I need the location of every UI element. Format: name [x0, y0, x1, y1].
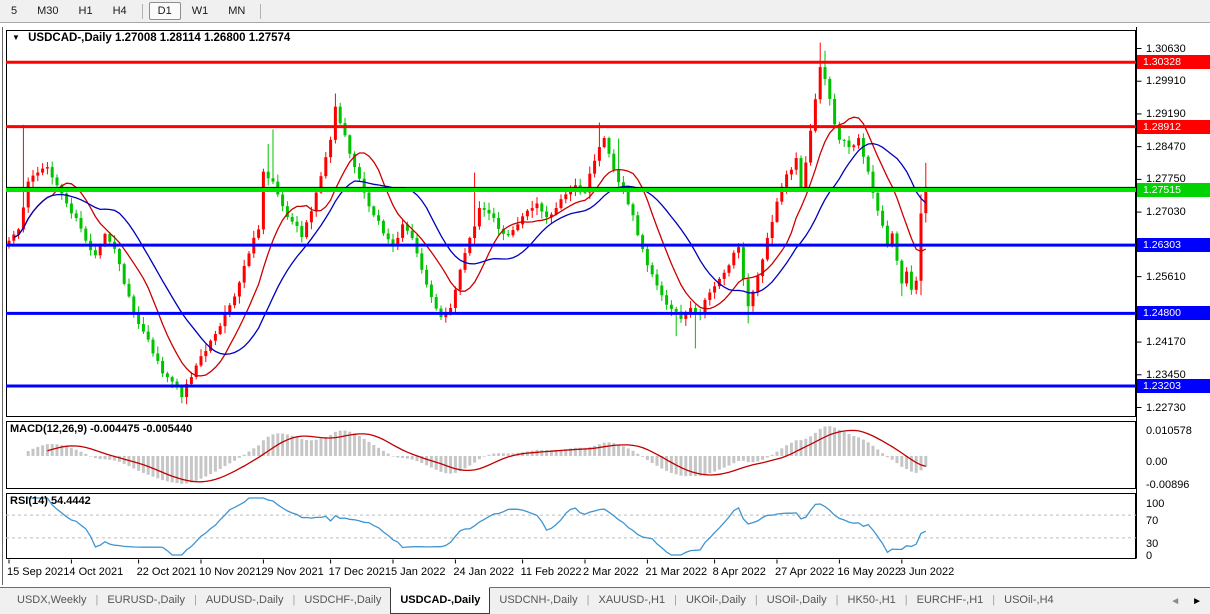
timeframe-button-MN[interactable]: MN: [228, 5, 246, 17]
tab-usdchf-daily[interactable]: USDCHF-,Daily: [304, 594, 382, 606]
timeframe-button-D1[interactable]: D1: [148, 2, 181, 20]
tab-separator: |: [674, 594, 677, 606]
timeframe-button-H1[interactable]: H1: [78, 5, 93, 17]
symbol-tabbar: USDX,Weekly | EURUSD-,Daily | AUDUSD-,Daily |…: [0, 587, 1210, 614]
timeframe-toolbar: 5 M30 H1 H4 D1 W1 MN: [0, 0, 1210, 23]
tab-separator: |: [835, 594, 839, 606]
tab-eurchf-h1[interactable]: EURCHF-,H1: [916, 594, 984, 606]
timeframe-button-H4[interactable]: H4: [112, 5, 127, 17]
tab-separator: |: [904, 594, 908, 606]
tab-audusd-daily[interactable]: AUDUSD-,Daily: [205, 594, 284, 606]
tab-scroll-right-icon[interactable]: ►: [1192, 595, 1202, 607]
tab-hk50-h1[interactable]: HK50-,H1: [847, 594, 896, 606]
timeframe-button-M30[interactable]: M30: [37, 5, 59, 17]
tab-usdcad-daily[interactable]: USDCAD-,Daily: [390, 587, 491, 614]
tab-usoil-daily[interactable]: USOil-,Daily: [766, 594, 827, 606]
tab-separator: |: [754, 594, 758, 606]
tab-usdcnh-daily[interactable]: USDCNH-,Daily: [499, 594, 578, 606]
tab-eurusd-daily[interactable]: EURUSD-,Daily: [107, 594, 185, 606]
tab-xauusd-h1[interactable]: XAUUSD-,H1: [598, 594, 666, 606]
tab-separator: |: [95, 594, 99, 606]
tab-scroll-arrows: ◄ ►: [1162, 588, 1210, 614]
toolbar-separator: [141, 3, 143, 19]
chart-dropdown-icon[interactable]: ▼: [12, 33, 20, 42]
toolbar-separator: [260, 3, 262, 19]
tab-separator: |: [586, 594, 590, 606]
tab-usdx-weekly[interactable]: USDX,Weekly: [17, 594, 87, 606]
tab-usoil-h4[interactable]: USOil-,H4: [1004, 594, 1054, 606]
tab-scroll-left-icon[interactable]: ◄: [1170, 595, 1181, 607]
timeframe-button-W1[interactable]: W1: [191, 5, 209, 17]
tab-separator: |: [193, 594, 197, 606]
tab-separator: |: [992, 594, 996, 606]
tab-separator: |: [292, 594, 296, 606]
timeframe-button-5[interactable]: 5: [11, 5, 18, 17]
tab-ukoil-daily[interactable]: UKOil-,Daily: [685, 594, 746, 606]
